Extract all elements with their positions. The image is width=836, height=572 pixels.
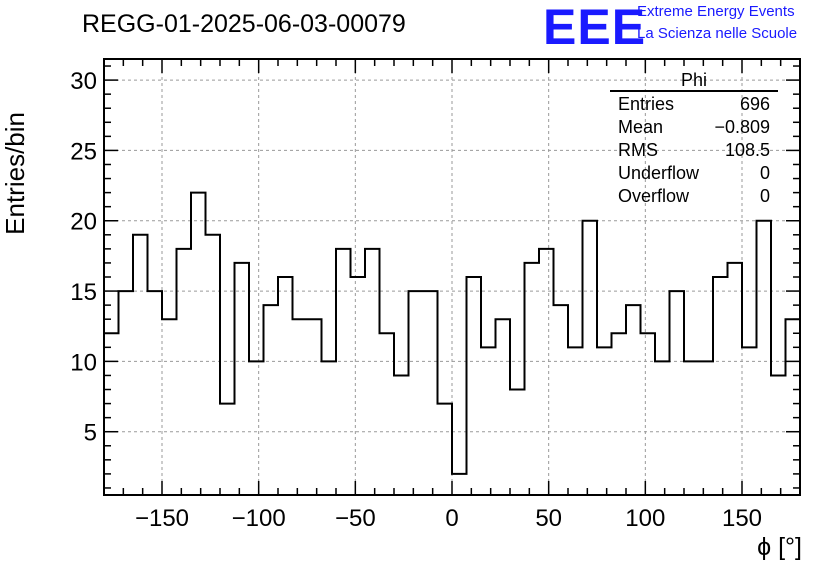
logo-line-2: La Scienza nelle Scuole	[637, 25, 798, 42]
y-tick-label: 25	[70, 138, 97, 165]
histogram-bin	[699, 361, 714, 495]
stats-label: RMS	[618, 140, 658, 160]
histogram-bin	[655, 361, 670, 495]
stats-box: Phi Entries 696 Mean −0.809 RMS 108.5 Under…	[610, 70, 778, 207]
logo-line-1: Extreme Energy Events	[637, 3, 795, 20]
stats-value: 696	[739, 94, 770, 114]
histogram-bin	[496, 319, 511, 495]
y-axis-label-text: Entries/bin	[0, 112, 30, 235]
stats-label: Overflow	[618, 186, 690, 206]
histogram-bin	[554, 305, 569, 495]
histogram-bin	[438, 404, 453, 495]
histogram-bin	[771, 375, 786, 495]
histogram-bin	[394, 375, 409, 495]
x-tick-label: 50	[535, 505, 562, 532]
histogram-bin	[249, 361, 264, 495]
histogram-bin	[162, 319, 177, 495]
histogram-bin	[235, 263, 250, 495]
stats-value: 0	[759, 186, 770, 206]
histogram-bin	[641, 333, 656, 495]
stats-label: Underflow	[618, 163, 700, 183]
histogram-bin	[452, 474, 467, 495]
histogram-bin	[206, 235, 221, 495]
stats-row: Overflow 0	[610, 184, 778, 207]
stats-row: Underflow 0	[610, 161, 778, 184]
histogram-bin	[525, 263, 540, 495]
stats-value: 0	[759, 163, 770, 183]
histogram-bin	[728, 263, 743, 495]
histogram-bin	[612, 333, 627, 495]
histogram-bin	[133, 235, 148, 495]
stats-value: 108.5	[724, 140, 770, 160]
y-tick-label: 20	[70, 209, 97, 236]
histogram-bin	[177, 249, 192, 495]
histogram-bin	[148, 291, 163, 495]
y-tick-label: 30	[70, 68, 97, 95]
histogram-bin	[409, 291, 424, 495]
histogram-bin	[264, 305, 279, 495]
histogram-bin	[713, 277, 728, 495]
histogram-bin	[757, 221, 772, 495]
stats-label: Mean	[618, 117, 664, 137]
x-tick-label: 150	[722, 505, 762, 532]
histogram-line	[104, 191, 800, 475]
histogram-bin	[786, 319, 801, 495]
histogram-bin	[336, 249, 351, 495]
histogram-bin	[191, 193, 206, 495]
histogram-bin	[467, 277, 482, 495]
stats-value: −0.809	[714, 117, 770, 137]
histogram-bin	[742, 347, 757, 495]
histogram-bin	[278, 277, 293, 495]
histogram-bin	[597, 347, 612, 495]
eee-logo: EEE	[543, 0, 647, 55]
histogram-bin	[626, 305, 641, 495]
histogram-bin	[539, 249, 554, 495]
x-tick-label: −100	[232, 505, 286, 532]
stats-row: Entries 696	[610, 92, 778, 115]
y-tick-label: 5	[84, 420, 97, 447]
histogram-bin	[380, 333, 395, 495]
histogram-bin	[351, 277, 366, 495]
x-tick-label: −50	[335, 505, 376, 532]
histogram-bin	[583, 221, 598, 495]
histogram-bin	[684, 361, 699, 495]
histogram-bin	[220, 404, 235, 495]
histogram-bin	[365, 249, 380, 495]
stats-label: Entries	[618, 94, 675, 114]
x-tick-label: 100	[625, 505, 665, 532]
histogram-bin	[568, 347, 583, 495]
histogram-bin	[670, 291, 685, 495]
stats-row: Mean −0.809	[610, 115, 778, 138]
y-tick-label: 15	[70, 279, 97, 306]
histogram-bin	[510, 390, 525, 495]
histogram-bin	[293, 319, 308, 495]
histogram-bin	[481, 347, 496, 495]
histogram-bin	[423, 291, 438, 495]
x-tick-label: −150	[135, 505, 189, 532]
x-tick-label: 0	[445, 505, 458, 532]
plot-title: REGG-01-2025-06-03-00079	[82, 10, 406, 38]
x-axis-label: ϕ [°]	[757, 533, 802, 561]
histogram-bin	[119, 291, 134, 495]
stats-row: RMS 108.5	[610, 138, 778, 161]
histogram-bin	[104, 333, 119, 495]
y-tick-label: 10	[70, 349, 97, 376]
histogram-bin	[322, 361, 337, 495]
stats-title: Phi	[610, 70, 778, 92]
histogram-bin	[307, 319, 322, 495]
